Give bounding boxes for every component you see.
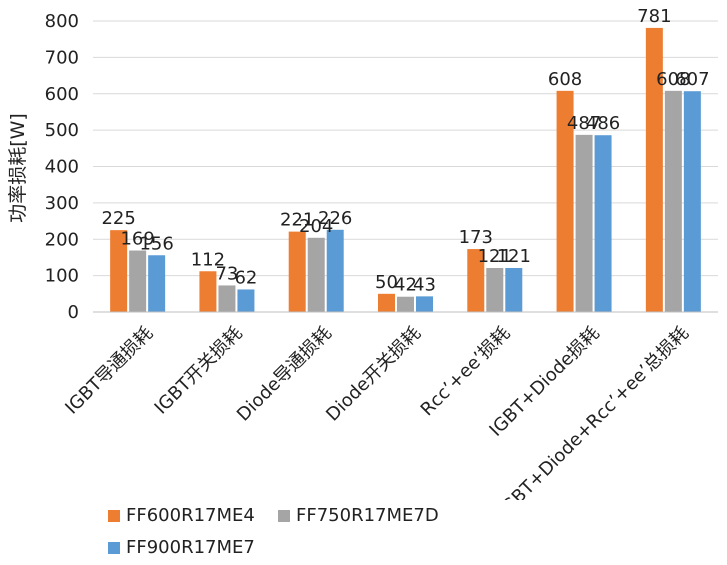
bar-2-1 <box>307 237 325 312</box>
bar-1-2 <box>237 289 255 312</box>
data-label-6-2: 607 <box>675 69 709 90</box>
bar-3-0 <box>378 293 395 312</box>
y-tick-label: 500 <box>45 120 79 141</box>
data-label-5-2: 486 <box>586 113 620 134</box>
legend: FF600R17ME4 FF750R17ME7D FF900R17ME7 <box>108 505 508 563</box>
legend-item-series-1: FF750R17ME7D <box>278 505 439 526</box>
x-category-label-3: Diode开关损耗 <box>322 323 425 426</box>
data-label-2-1: 204 <box>299 216 333 237</box>
data-label-6-1: 608 <box>656 69 690 90</box>
x-axis-categories: IGBT导通损耗IGBT开关损耗Diode导通损耗Diode开关损耗Rcc’+e… <box>61 323 693 500</box>
bar-4-1 <box>486 267 504 312</box>
bar-6-2 <box>683 91 701 312</box>
y-tick-label: 600 <box>45 84 79 105</box>
data-label-4-2: 121 <box>497 246 531 267</box>
data-label-1-0: 112 <box>191 249 225 270</box>
y-tick-label: 100 <box>45 266 79 287</box>
legend-item-series-0: FF600R17ME4 <box>108 505 255 526</box>
data-label-5-0: 608 <box>548 69 582 90</box>
gridlines <box>93 20 718 277</box>
bar-0-0 <box>110 230 128 312</box>
x-category-label-1: IGBT开关损耗 <box>151 323 247 419</box>
bar-4-0 <box>467 249 485 312</box>
bar-0-1 <box>129 250 147 312</box>
data-label-3-0: 50 <box>375 272 398 293</box>
bar-4-2 <box>505 267 523 312</box>
data-label-4-0: 173 <box>459 227 493 248</box>
legend-item-series-2: FF900R17ME7 <box>108 537 255 558</box>
data-label-2-2: 226 <box>318 208 352 229</box>
bar-6-0 <box>645 27 663 312</box>
bars <box>110 27 701 312</box>
x-category-label-4: Rcc’+ee’损耗 <box>417 323 515 421</box>
data-label-6-0: 781 <box>637 6 671 27</box>
legend-label-series-1: FF750R17ME7D <box>296 505 439 526</box>
legend-label-series-2: FF900R17ME7 <box>126 537 255 558</box>
data-label-0-1: 169 <box>120 229 154 250</box>
data-label-0-0: 225 <box>101 208 135 229</box>
bar-2-2 <box>326 229 344 312</box>
bar-5-0 <box>556 90 574 312</box>
data-label-4-1: 121 <box>478 246 512 267</box>
y-axis-label: 功率损耗[W] <box>7 113 29 223</box>
y-tick-label: 300 <box>45 193 79 214</box>
bar-0-2 <box>148 255 166 312</box>
data-label-2-0: 221 <box>280 210 314 231</box>
x-category-label-0: IGBT导通损耗 <box>61 323 157 419</box>
y-tick-label: 800 <box>45 11 79 32</box>
legend-label-series-0: FF600R17ME4 <box>126 505 255 526</box>
bar-3-2 <box>416 296 433 312</box>
legend-swatch-series-2 <box>108 541 120 554</box>
data-label-0-2: 156 <box>139 233 173 254</box>
y-axis-ticks: 0 100 200 300 400 500 600 700 800 <box>45 11 79 323</box>
data-label-1-1: 73 <box>215 263 238 284</box>
x-category-label-2: Diode导通损耗 <box>233 323 336 426</box>
bar-5-1 <box>575 134 593 312</box>
bar-2-0 <box>288 231 306 312</box>
bar-6-1 <box>664 90 682 312</box>
y-tick-label: 200 <box>45 229 79 250</box>
y-tick-label: 400 <box>45 157 79 178</box>
y-tick-label: 0 <box>68 302 79 323</box>
bar-3-1 <box>397 296 414 312</box>
legend-swatch-series-1 <box>278 509 290 522</box>
data-label-5-1: 487 <box>567 113 601 134</box>
data-label-3-1: 42 <box>394 275 417 296</box>
data-label-1-2: 62 <box>234 267 257 288</box>
legend-swatch-series-0 <box>108 509 120 522</box>
y-tick-label: 700 <box>45 47 79 68</box>
bar-1-1 <box>218 285 236 312</box>
bar-1-0 <box>199 271 217 312</box>
bar-5-2 <box>594 135 612 312</box>
data-label-3-2: 43 <box>413 274 436 295</box>
